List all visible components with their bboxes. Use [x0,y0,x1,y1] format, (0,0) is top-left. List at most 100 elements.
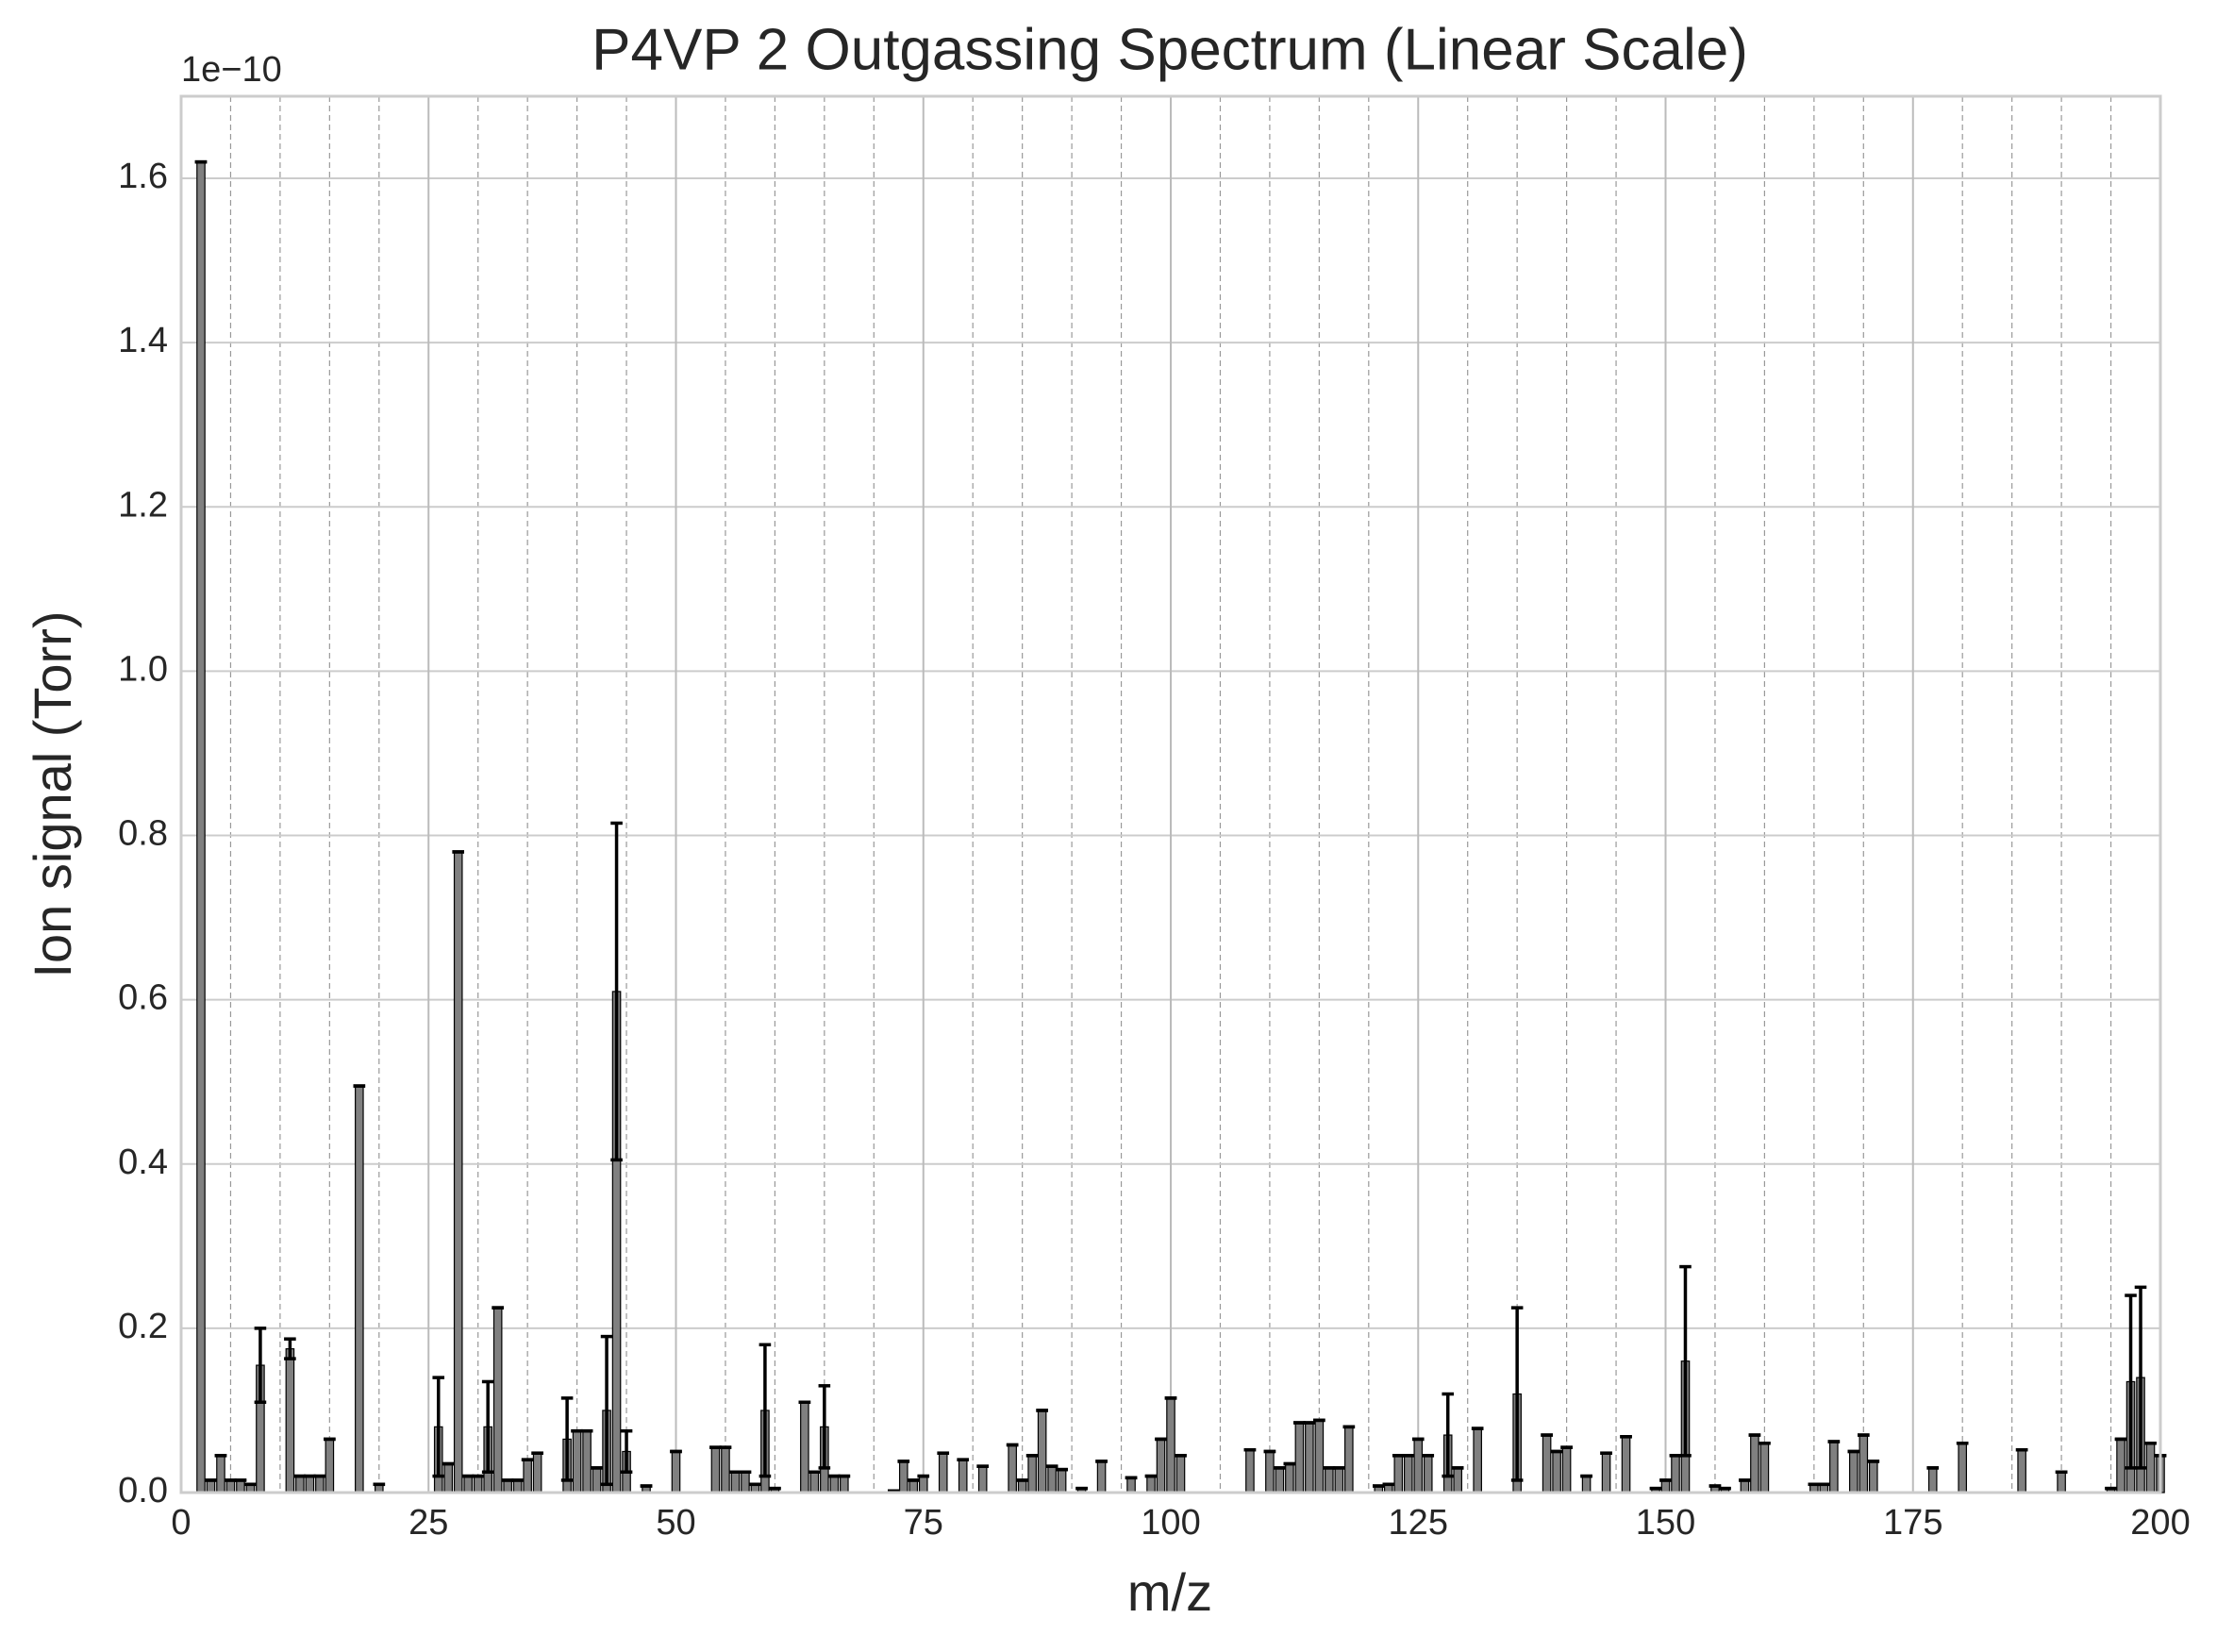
bar [1334,1467,1344,1493]
bar [710,1446,721,1493]
y-tick-label: 0.6 [118,978,168,1018]
bar [1126,1477,1136,1493]
bar [721,1446,730,1493]
bar [829,1475,840,1493]
bar [741,1471,750,1493]
bar [800,1401,809,1493]
bar [523,1459,532,1493]
bar [840,1475,849,1493]
bar [1017,1479,1027,1493]
bar [503,1479,512,1493]
bar [1473,1427,1482,1493]
bar [1393,1455,1404,1493]
bar [285,1348,295,1493]
error-bar [1679,1264,1692,1458]
bar [1927,1467,1938,1493]
bar [473,1475,483,1493]
bar [1008,1443,1017,1493]
bar [1868,1460,1878,1493]
y-tick-label: 0.4 [118,1143,168,1182]
bar [1671,1455,1680,1493]
chart-title: P4VP 2 Outgassing Spectrum (Linear Scale… [592,17,1748,82]
error-bar [254,1327,267,1404]
error-bar [620,1428,633,1474]
x-axis-label: m/z [1127,1562,1212,1622]
bar [572,1430,582,1493]
error-bar [560,1396,574,1482]
bar [1027,1455,1037,1493]
bar [1552,1450,1561,1493]
offset-text: 1e−10 [181,50,282,90]
bar [1403,1455,1413,1493]
bar [2057,1471,2066,1493]
bar [225,1479,236,1493]
bar [206,1479,216,1493]
bar [1096,1460,1107,1493]
bar [1453,1467,1463,1493]
bar [453,851,463,1493]
bar [443,1462,454,1493]
bar [196,161,206,1493]
bar [1859,1434,1869,1493]
x-tick-label: 25 [408,1503,448,1543]
bar [216,1455,225,1493]
x-tick-label: 175 [1883,1503,1942,1543]
bar [1601,1452,1611,1493]
bar [1542,1434,1552,1493]
bar [1285,1462,1294,1493]
bar [730,1471,741,1493]
bar [1275,1467,1285,1493]
plot-frame [179,94,2162,1494]
bar [918,1475,928,1493]
error-bar [610,821,623,1162]
bar [1750,1434,1759,1493]
bar [1759,1443,1770,1493]
bar [463,1475,474,1493]
bar [671,1450,681,1493]
error-bar [1510,1306,1524,1482]
bar [1413,1438,1424,1493]
error-bar [818,1384,831,1470]
bar [1314,1419,1325,1493]
x-tick-label: 50 [656,1503,695,1543]
x-tick-label: 100 [1141,1503,1200,1543]
y-tick-label: 0.8 [118,814,168,854]
bar [977,1465,988,1493]
bar [532,1452,542,1493]
y-tick-label: 1.6 [118,157,168,196]
bar [1047,1465,1057,1493]
bar [1156,1438,1166,1493]
bar [2017,1449,2026,1493]
error-bar [481,1379,494,1474]
bar [355,1085,364,1493]
bar [1305,1422,1314,1493]
y-tick-label: 1.2 [118,485,168,525]
x-tick-label: 200 [2130,1503,2190,1543]
x-tick-label: 125 [1389,1503,1448,1543]
bar [1344,1426,1354,1493]
bar [295,1475,305,1493]
bar [305,1475,315,1493]
error-bar [758,1343,772,1478]
bar [1265,1450,1275,1493]
bar [1829,1441,1839,1493]
error-bar [432,1376,445,1478]
error-bar [284,1337,296,1360]
bar [1621,1436,1631,1493]
bar [908,1479,919,1493]
bar [236,1479,245,1493]
bar [582,1430,592,1493]
y-tick-label: 1.4 [118,321,168,360]
y-axis-label: Ion signal (Torr) [23,610,82,977]
bar [1175,1455,1186,1493]
bar [1581,1475,1592,1493]
bar [492,1307,503,1493]
bar [315,1475,325,1493]
y-tick-label: 1.0 [118,649,168,689]
bar [2116,1438,2125,1493]
y-tick-label: 0.0 [118,1471,168,1510]
x-tick-label: 150 [1636,1503,1695,1543]
y-tick-label: 0.2 [118,1307,168,1346]
x-tick-label: 0 [171,1503,191,1543]
bar [1245,1449,1255,1493]
